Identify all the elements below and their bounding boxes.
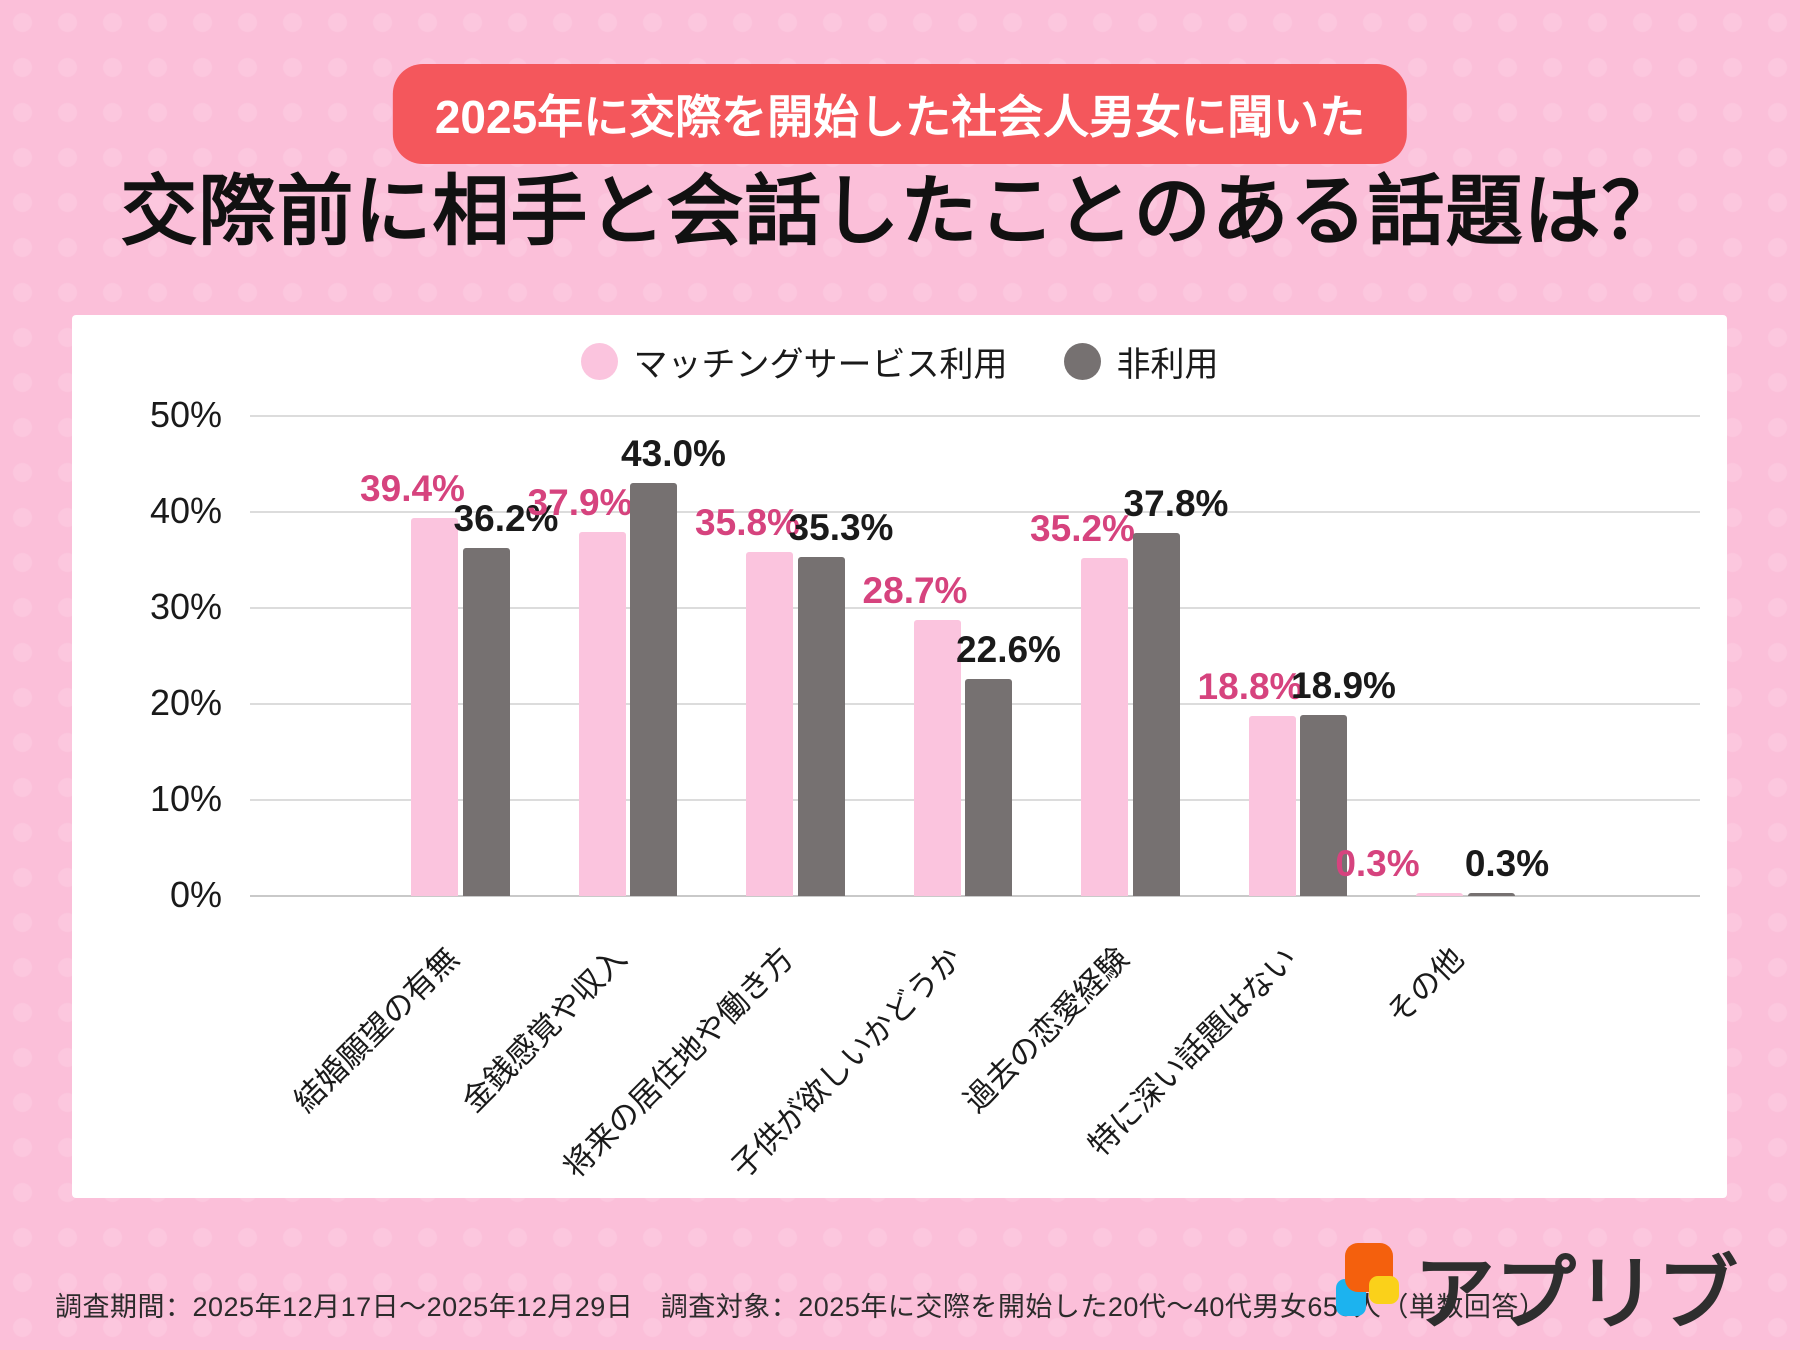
legend-swatch-pink-icon — [580, 343, 618, 380]
bar-matching-4 — [1081, 558, 1128, 896]
survey-badge-label: 2025年に交際を開始した社会人男女に聞いた — [434, 91, 1366, 143]
value-label-matching-4: 35.2% — [1030, 508, 1135, 550]
value-label-nonuse-2: 35.3% — [788, 507, 894, 549]
legend-item-non-use: 非利用 — [1063, 337, 1219, 386]
gridline-30 — [250, 607, 1700, 609]
category-label-1: 金銭感覚や収入 — [454, 940, 633, 1119]
bar-nonuse-3 — [965, 679, 1012, 896]
bar-matching-1 — [578, 532, 626, 896]
legend-swatch-gray-icon — [1063, 343, 1101, 380]
value-label-nonuse-3: 22.6% — [956, 629, 1061, 671]
value-label-matching-0: 39.4% — [360, 467, 465, 509]
legend-label-matching-service: マッチングサービス利用 — [633, 346, 1008, 384]
value-label-nonuse-1: 43.0% — [621, 433, 726, 475]
legend-label-non-use: 非利用 — [1116, 346, 1219, 384]
logo-yellow-square-icon — [1369, 1276, 1399, 1304]
y-tick-20: 20% — [149, 682, 222, 723]
category-label-4: 過去の恋愛経験 — [957, 940, 1136, 1119]
survey-badge: 2025年に交際を開始した社会人男女に聞いた — [392, 64, 1408, 164]
legend-item-matching-service: マッチングサービス利用 — [580, 337, 1008, 386]
value-label-nonuse-6: 0.3% — [1464, 843, 1550, 884]
bar-nonuse-0 — [462, 548, 510, 896]
bar-matching-5 — [1248, 715, 1296, 896]
aplib-logo-text: アプリブ — [1414, 1250, 1739, 1340]
gridline-50 — [250, 415, 1700, 417]
value-label-matching-1: 37.9% — [527, 482, 633, 524]
value-label-matching-6: 0.3% — [1335, 843, 1420, 884]
chart-legend: マッチングサービス利用 非利用 — [72, 337, 1727, 386]
bar-nonuse-1 — [630, 483, 677, 896]
bar-nonuse-4 — [1132, 533, 1180, 896]
gridline-40 — [250, 511, 1700, 513]
y-tick-50: 50% — [149, 394, 222, 435]
category-label-6: その他 — [1379, 940, 1471, 1032]
bar-matching-0 — [411, 517, 458, 896]
value-label-nonuse-0: 36.2% — [453, 498, 559, 540]
bar-nonuse-5 — [1300, 714, 1347, 896]
survey-note: 調査期間：2025年12月17日〜2025年12月29日 調査対象：2025年に… — [55, 1292, 1547, 1322]
bar-nonuse-6 — [1467, 893, 1515, 896]
y-tick-40: 40% — [149, 490, 222, 531]
page-title: 交際前に相手と会話したことのある話題は？ — [120, 169, 1680, 255]
y-tick-30: 30% — [149, 586, 222, 627]
value-label-matching-5: 18.8% — [1197, 665, 1303, 707]
chart-panel: マッチングサービス利用 非利用 0% 10% 20% 30% 40% 50% 39.4% 36… — [72, 315, 1727, 1198]
value-label-nonuse-5: 18.9% — [1291, 664, 1396, 706]
bar-matching-6 — [1416, 893, 1463, 896]
bar-nonuse-2 — [797, 557, 845, 896]
bar-matching-2 — [746, 552, 793, 896]
value-label-nonuse-4: 37.8% — [1123, 483, 1229, 525]
y-tick-0: 0% — [169, 874, 222, 915]
value-label-matching-3: 28.7% — [862, 570, 968, 612]
value-label-matching-2: 35.8% — [695, 502, 800, 544]
category-label-0: 結婚願望の有無 — [287, 940, 466, 1119]
bar-matching-3 — [913, 620, 961, 896]
bar-chart-plot: 0% 10% 20% 30% 40% 50% 39.4% 36.2% 結婚願望の有無 37.9% 4… — [72, 315, 1727, 1198]
y-tick-10: 10% — [149, 778, 222, 819]
x-axis-line — [250, 895, 1700, 897]
